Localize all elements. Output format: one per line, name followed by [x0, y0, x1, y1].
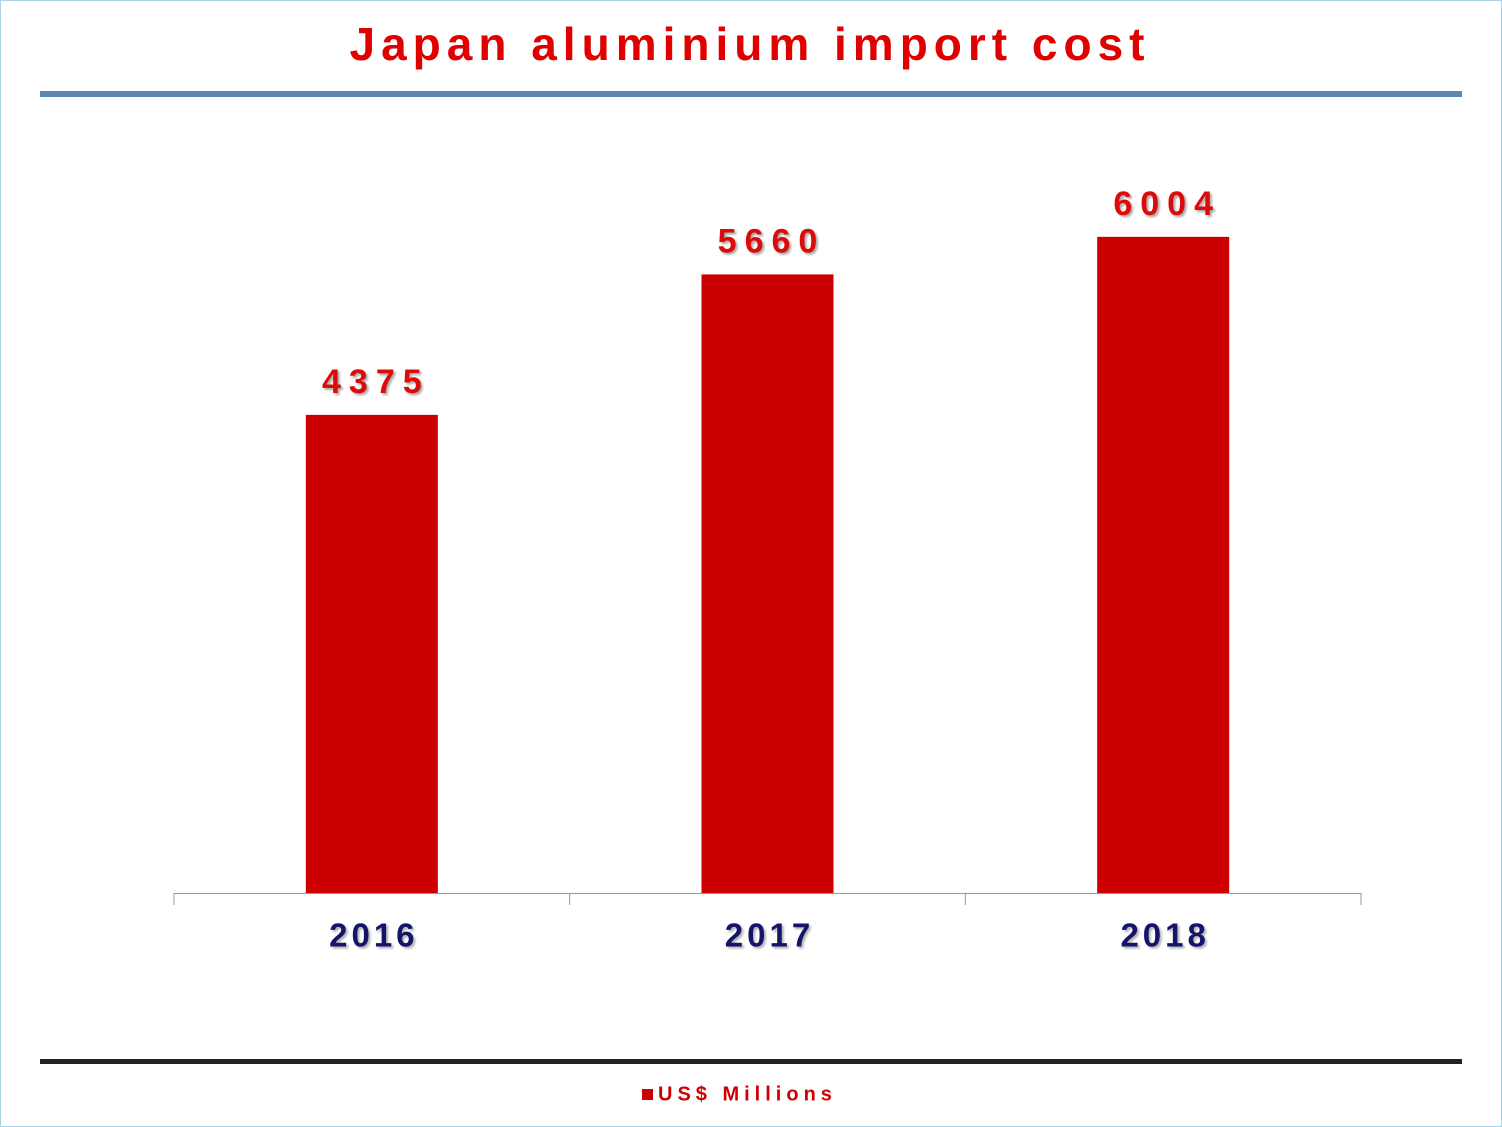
x-tick-label: 2016 [329, 917, 418, 954]
x-tick-label: 2018 [1120, 917, 1209, 954]
value-label: 6004 [1113, 185, 1221, 223]
footer-rule [40, 1059, 1462, 1064]
value-label: 5660 [718, 222, 826, 260]
value-label: 4375 [322, 363, 430, 401]
title-rule [40, 91, 1462, 97]
chart-title: Japan aluminium import cost [350, 18, 1151, 70]
x-tick-label: 2017 [725, 917, 814, 954]
bar [305, 414, 438, 893]
legend-swatch [642, 1089, 653, 1100]
bar [701, 274, 834, 893]
legend-label: US$ Millions [658, 1083, 837, 1105]
bar [1097, 236, 1230, 893]
